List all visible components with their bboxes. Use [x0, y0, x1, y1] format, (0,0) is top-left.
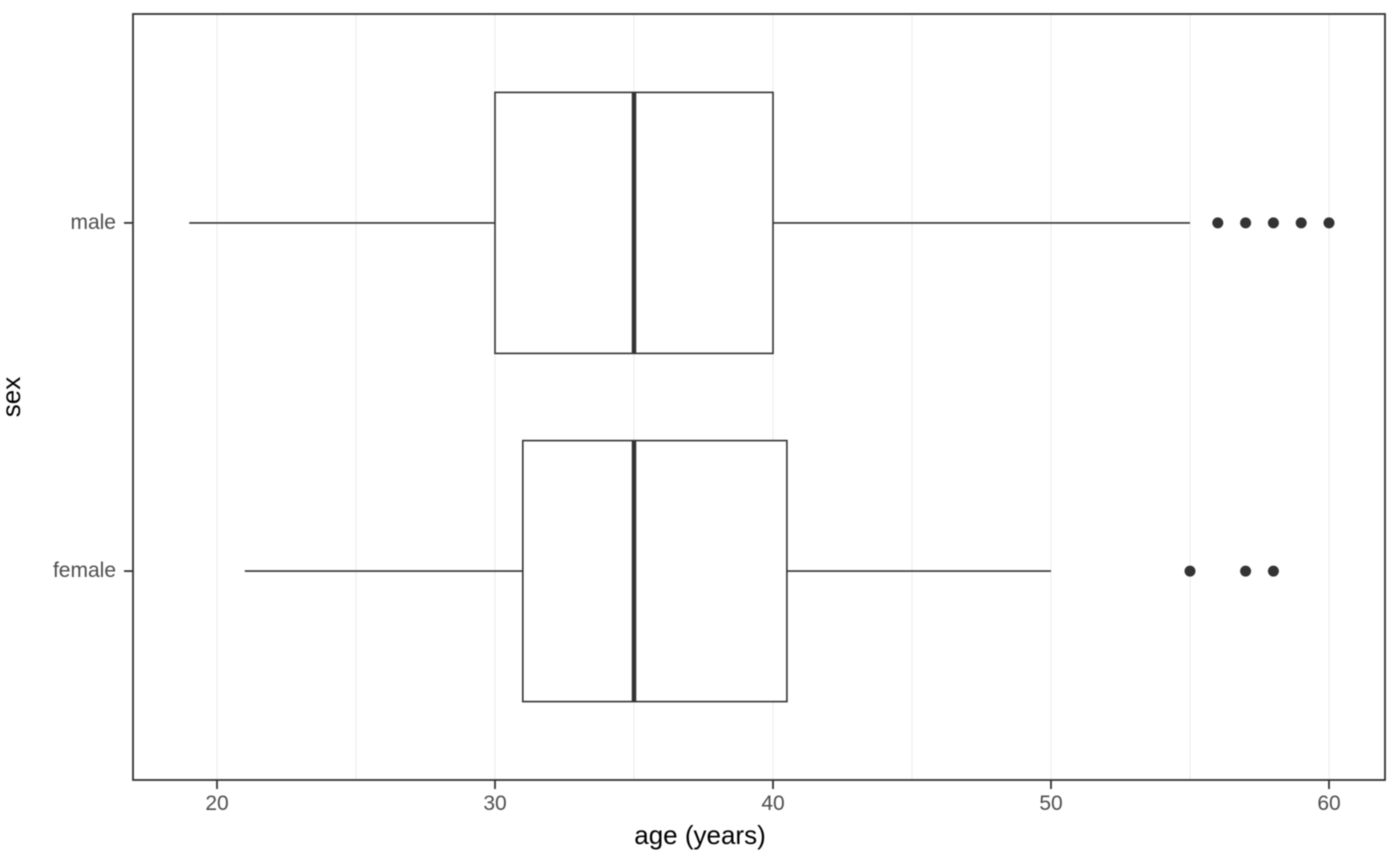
svg-text:sex: sex [0, 377, 26, 417]
